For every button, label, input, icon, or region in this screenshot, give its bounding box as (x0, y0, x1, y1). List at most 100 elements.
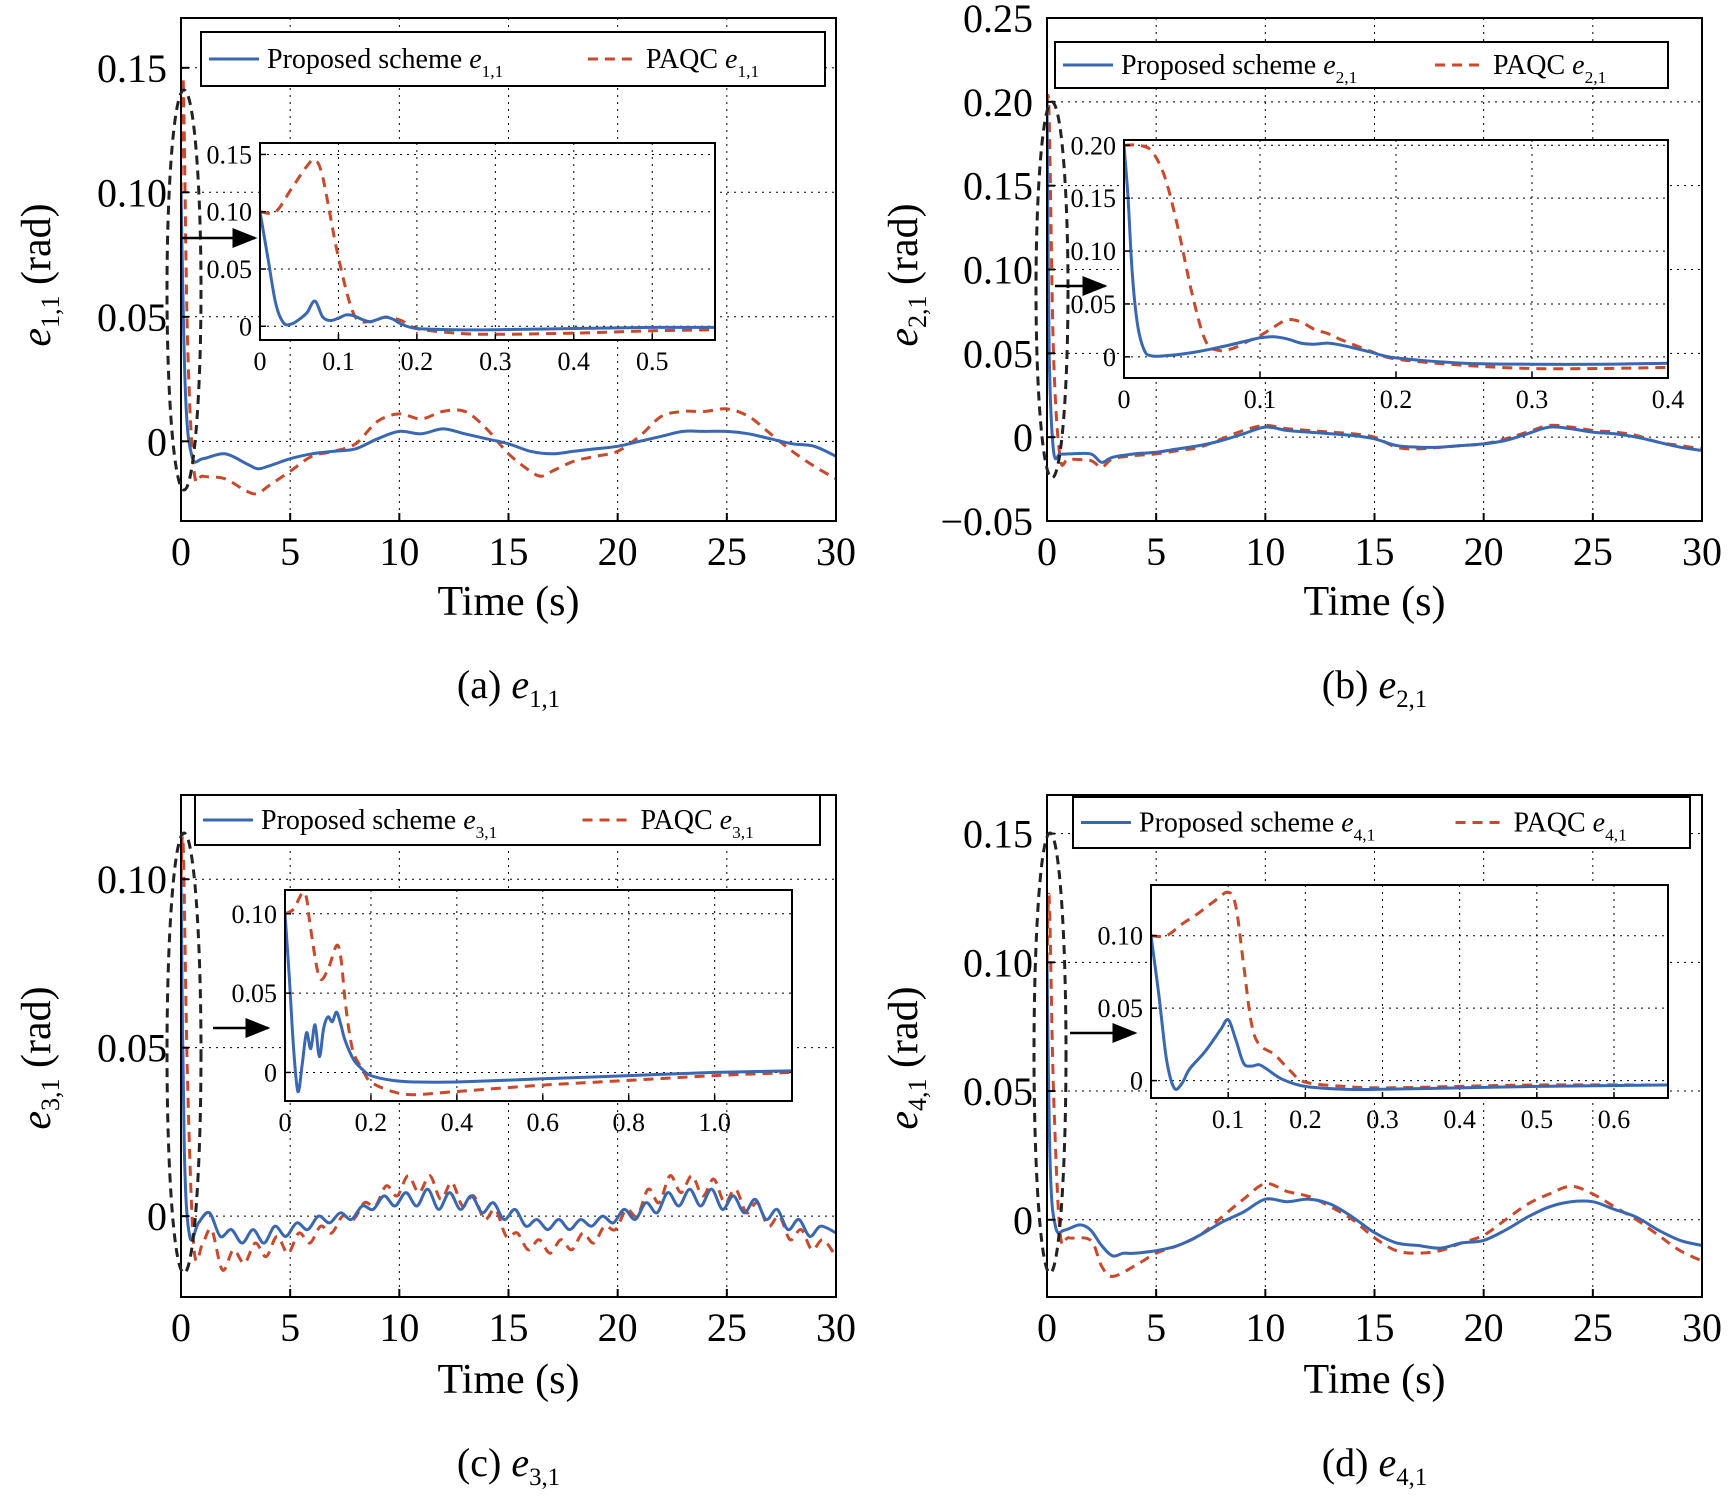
legend-proposed-label-prefix: Proposed scheme (261, 805, 463, 836)
legend-proposed-label-prefix: Proposed scheme (1139, 808, 1341, 839)
inset-y-tick-label: 0.05 (1098, 994, 1144, 1023)
x-tick-label: 25 (1573, 1305, 1613, 1350)
y-tick-label: 0 (147, 1194, 167, 1239)
panel-caption-var: e (1378, 1440, 1396, 1485)
y-tick-label: 0.25 (963, 0, 1033, 41)
inset-background (285, 890, 792, 1101)
inset-paqc-line (1124, 143, 1668, 371)
panel-caption-sub: 2,1 (1396, 686, 1427, 713)
legend-proposed-label-sub: 2,1 (1336, 68, 1358, 87)
y-tick-label: 0 (1013, 415, 1033, 460)
legend-proposed-label-var: e (1323, 50, 1335, 81)
inset-frame (284, 889, 793, 1102)
y-axis-label: e3,1 (rad) (14, 986, 65, 1129)
inset-background (260, 143, 715, 340)
inset-x-tick-label: 0.2 (355, 1108, 388, 1137)
x-tick-label: 0 (1037, 529, 1057, 574)
x-tick-label: 15 (489, 1305, 529, 1350)
legend-proposed-label-sub: 1,1 (482, 62, 504, 81)
legend-proposed-label-prefix: Proposed scheme (1121, 50, 1323, 81)
legend-proposed-label-var: e (463, 805, 475, 836)
legend-proposed-label: Proposed scheme e3,1 (261, 805, 497, 842)
panel-caption: (a) e1,1 (457, 662, 560, 713)
inset-x-tick-label: 0 (1118, 385, 1131, 414)
y-tick-label: 0.10 (97, 857, 167, 902)
series-group (181, 75, 836, 496)
inset-series-group (1151, 890, 1668, 1092)
legend-paqc-label-var: e (720, 805, 732, 836)
legend-proposed-label: Proposed scheme e2,1 (1121, 50, 1357, 87)
series-paqc-line (1047, 93, 1702, 469)
inset-x-tick-label: 0.5 (1521, 1105, 1554, 1134)
x-tick-label: 10 (379, 1305, 419, 1350)
inset-x-tick-label: 0.8 (612, 1108, 645, 1137)
y-tick-label: 0.10 (963, 940, 1033, 985)
x-tick-label: 20 (1464, 1305, 1504, 1350)
inset: 0 0.1 0.2 0.3 0.4 0.5 0 0.05 0.10 0.15 (207, 140, 716, 376)
y-tick-label: 0.05 (97, 295, 167, 340)
y-axis-label-sub: 1,1 (36, 295, 65, 328)
y-tick-label: 0 (1013, 1198, 1033, 1243)
x-tick-label: 10 (1245, 1305, 1285, 1350)
inset-x-tick-label: 0.3 (1516, 385, 1549, 414)
inset-x-tick-label: 0.3 (1366, 1105, 1399, 1134)
x-tick-label: 25 (707, 1305, 747, 1350)
legend-paqc-label-sub: 3,1 (732, 823, 754, 842)
inset-x-tick-label: 0.1 (1244, 385, 1277, 414)
zoom-ellipse (1034, 100, 1070, 480)
inset: 0.1 0.2 0.3 0.4 0.5 0.6 0 0.05 0.10 (1098, 884, 1669, 1134)
legend-paqc-label: PAQC e4,1 (1514, 808, 1627, 845)
inset-x-tick-label: 0.2 (1380, 385, 1413, 414)
inset-proposed-line (285, 913, 792, 1094)
legend-box (1054, 41, 1669, 89)
legend: Proposed scheme e3,1 PAQC e3,1 (194, 794, 821, 846)
y-axis-label-var: e (14, 1111, 60, 1130)
panel-caption: (b) e2,1 (1322, 662, 1427, 713)
x-tick-label: 30 (816, 1305, 856, 1350)
legend-proposed-label-var: e (1341, 808, 1353, 839)
series-paqc-line (181, 75, 836, 496)
x-tick-label: 5 (280, 1305, 300, 1350)
panel-caption-prefix: (a) (457, 662, 511, 707)
panel-caption-sub: 1,1 (529, 686, 560, 713)
inset-x-tick-label: 0.3 (479, 347, 512, 376)
legend-paqc-label: PAQC e3,1 (641, 805, 754, 842)
inset-y-tick-label: 0.15 (207, 140, 253, 169)
inset-y-tick-label: 0.10 (232, 900, 278, 929)
y-tick-label: 0.15 (97, 46, 167, 91)
legend-paqc-label-sub: 1,1 (737, 62, 759, 81)
inset-series-group (1124, 143, 1668, 371)
y-axis-label-var: e (14, 328, 60, 347)
panel-caption-sub: 4,1 (1396, 1464, 1427, 1491)
y-tick-label: 0.05 (97, 1026, 167, 1071)
series-paqc-line (181, 834, 836, 1272)
y-tick-label: 0.15 (963, 164, 1033, 209)
inset: 0 0.1 0.2 0.3 0.4 0 0.05 0.10 0.15 0.20 (1071, 131, 1685, 414)
legend-box (200, 31, 826, 87)
x-axis-label: Time (s) (1304, 579, 1446, 625)
inset-frame (1150, 884, 1669, 1099)
y-axis-label-suffix: (rad) (14, 203, 60, 295)
y-tick-label: 0.20 (963, 80, 1033, 125)
x-tick-label: 10 (1245, 529, 1285, 574)
legend-box (1072, 796, 1691, 849)
panel-caption: (d) e4,1 (1322, 1440, 1427, 1491)
inset-series-group (260, 158, 715, 336)
inset-x-tick-label: 0.5 (636, 347, 669, 376)
legend: Proposed scheme e2,1 PAQC e2,1 (1054, 41, 1669, 89)
series-proposed-line (1047, 101, 1702, 464)
inset-y-tick-label: 0 (239, 312, 252, 341)
legend-paqc-label-var: e (1593, 808, 1605, 839)
y-axis-label: e2,1 (rad) (881, 203, 932, 346)
inset-y-tick-label: 0.15 (1071, 184, 1117, 213)
inset-y-tick-label: 0 (1103, 343, 1116, 372)
x-axis-label: Time (s) (1304, 1357, 1446, 1403)
y-tick-label: −0.05 (940, 499, 1033, 544)
legend-box (194, 794, 821, 846)
series-proposed-line (1047, 962, 1702, 1258)
x-axis-label: Time (s) (438, 579, 580, 625)
x-tick-label: 30 (1682, 1305, 1722, 1350)
y-tick-label: 0 (147, 419, 167, 464)
inset-x-tick-label: 0.4 (558, 347, 591, 376)
